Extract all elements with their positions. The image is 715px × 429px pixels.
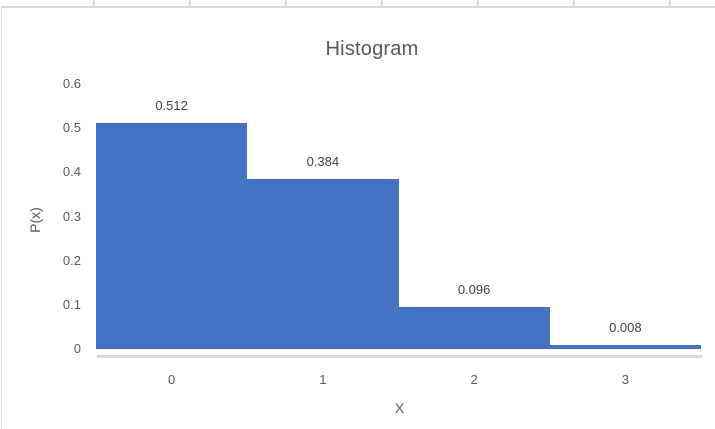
y-tick-label: 0.2 [62, 252, 81, 268]
histogram-chart[interactable]: Histogram P(x) 0 0.1 0.2 0.3 0.4 0.5 0.6 0.512… [1, 6, 715, 429]
histogram-bar[interactable] [96, 122, 248, 349]
y-tick-label: 0.5 [62, 120, 81, 136]
histogram-bar[interactable] [398, 306, 550, 349]
x-category-label: 2 [470, 372, 478, 387]
x-category-label: 3 [621, 372, 629, 387]
histogram-bar[interactable] [247, 179, 399, 349]
worksheet-cells-strip [0, 0, 715, 6]
x-category-label: 0 [168, 372, 176, 387]
x-category-label: 1 [319, 372, 327, 387]
x-axis-line [97, 355, 702, 358]
data-label: 0.008 [609, 320, 642, 336]
data-label: 0.096 [457, 281, 491, 297]
x-axis-title: X [394, 400, 405, 416]
y-tick-label: 0.6 [62, 76, 81, 91]
data-label: 0.512 [155, 97, 188, 113]
chart-title: Histogram [325, 38, 419, 60]
y-tick-label: 0.3 [62, 208, 81, 224]
histogram-bar[interactable] [549, 345, 701, 349]
y-tick-label: 0.4 [62, 164, 81, 180]
y-tick-label: 0 [73, 341, 81, 356]
data-label: 0.384 [306, 154, 340, 170]
y-tick-label: 0.1 [62, 296, 81, 312]
